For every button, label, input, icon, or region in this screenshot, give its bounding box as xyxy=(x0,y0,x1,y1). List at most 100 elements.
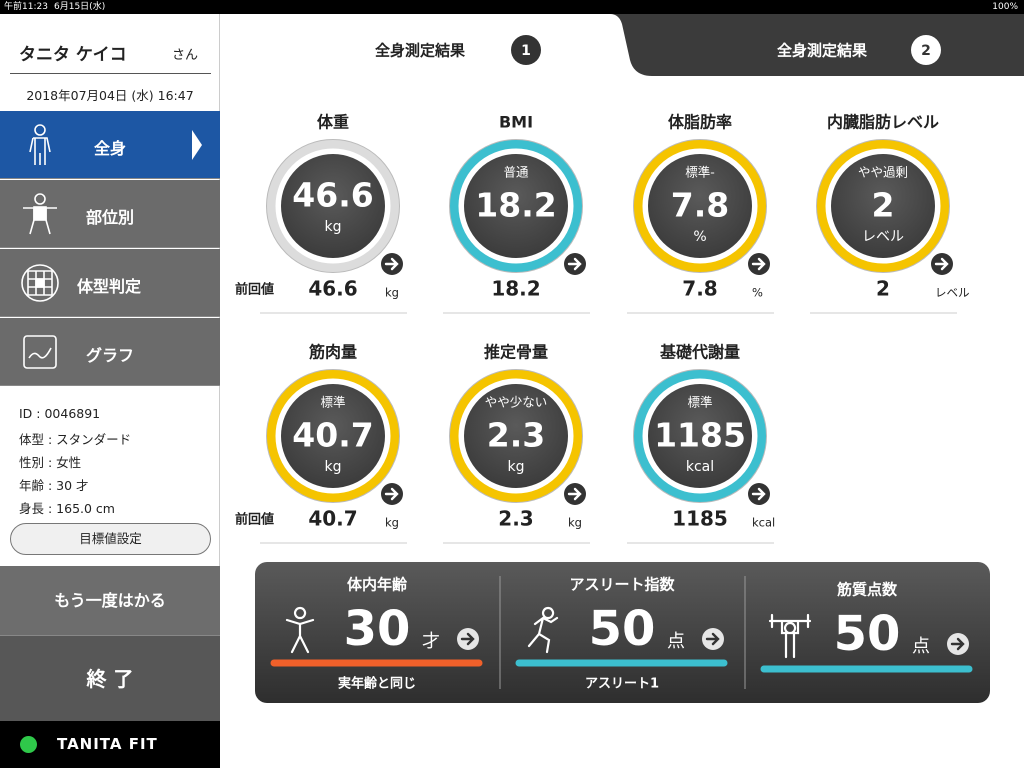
menu-item[interactable]: 全身 xyxy=(0,111,220,179)
score-unit: 点 xyxy=(667,631,685,652)
metric-face xyxy=(648,384,752,488)
metric-title: 体重 xyxy=(317,113,349,132)
profile-line: 性別 : 女性 xyxy=(19,455,82,470)
metric-face xyxy=(281,154,385,258)
metric-ring-edge xyxy=(633,139,767,273)
metric-value: 18.2 xyxy=(475,186,556,225)
metric-ring-edge xyxy=(633,369,767,503)
score-title: 筋質点数 xyxy=(836,581,898,599)
tab-number-badge xyxy=(511,35,541,65)
metric-unit: kg xyxy=(325,459,342,475)
status-battery: 100% xyxy=(992,2,1018,12)
previous-value: 1185 xyxy=(672,507,728,531)
arrow-glyph xyxy=(460,632,475,646)
metric-value: 7.8 xyxy=(671,186,729,225)
metric-face xyxy=(831,154,935,258)
score-value: 30 xyxy=(344,601,411,657)
detail-arrow[interactable] xyxy=(931,253,953,275)
score-unit: 才 xyxy=(422,631,440,652)
metric-value: 2 xyxy=(872,186,895,225)
brand: TANITA FIT xyxy=(57,735,158,753)
arrow-glyph xyxy=(751,257,766,271)
previous-value: 46.6 xyxy=(308,277,357,301)
previous-value: 7.8 xyxy=(682,277,717,301)
metric-ring-edge xyxy=(449,139,583,273)
profile-line: ID : 0046891 xyxy=(19,406,101,421)
metric-title: BMI xyxy=(499,113,533,132)
goal-button[interactable]: 目標値設定 xyxy=(10,523,211,555)
metric-ring-edge xyxy=(266,139,400,273)
detail-arrow[interactable] xyxy=(748,253,770,275)
menu-item[interactable]: 部位別 xyxy=(0,180,220,248)
metric-status: やや過剰 xyxy=(858,165,908,180)
metric-value: 1185 xyxy=(654,416,746,455)
arrow-glyph xyxy=(950,637,965,651)
metric-unit: kcal xyxy=(686,459,714,475)
metric-title: 内臓脂肪レベル xyxy=(827,113,939,132)
previous-value: 40.7 xyxy=(308,507,357,531)
metric-face xyxy=(464,384,568,488)
metric-title: 推定骨量 xyxy=(484,343,548,362)
metric-unit: % xyxy=(693,229,706,245)
detail-arrow[interactable] xyxy=(381,253,403,275)
metric-face xyxy=(648,154,752,258)
metric-title: 筋肉量 xyxy=(308,343,357,362)
score-icon xyxy=(768,613,812,659)
previous-value: 18.2 xyxy=(491,277,540,301)
previous-unit: kg xyxy=(568,516,582,530)
detail-arrow[interactable] xyxy=(748,483,770,505)
menu-label: 体型判定 xyxy=(77,277,142,296)
previous-label: 前回値 xyxy=(235,282,274,298)
metric-title: 体脂肪率 xyxy=(668,113,732,132)
metric-status: 標準 xyxy=(320,395,345,410)
menu-item[interactable]: 体型判定 xyxy=(0,249,220,317)
profile-line: 身長 : 165.0 cm xyxy=(19,501,115,516)
status-lamp xyxy=(20,736,37,753)
metric-status: 標準 xyxy=(687,395,712,410)
detail-arrow[interactable] xyxy=(564,253,586,275)
arrow-glyph xyxy=(705,632,720,646)
arrow-glyph xyxy=(751,487,766,501)
status-time: 午前11:23 xyxy=(4,2,48,12)
metric-value: 40.7 xyxy=(292,416,373,455)
metric-unit: kg xyxy=(508,459,525,475)
metric-ring-edge xyxy=(449,369,583,503)
score-unit: 点 xyxy=(912,636,930,657)
honorific: さん xyxy=(172,48,199,63)
previous-unit: % xyxy=(752,286,763,300)
score-value: 50 xyxy=(589,601,656,657)
selected-arrow xyxy=(192,130,202,160)
score-title: 体内年齢 xyxy=(347,576,408,594)
arrow-glyph xyxy=(934,257,949,271)
previous-label: 前回値 xyxy=(235,512,274,528)
tab-number: 2 xyxy=(921,43,931,59)
detail-arrow[interactable] xyxy=(381,483,403,505)
metric-status: 普通 xyxy=(503,165,529,180)
user-name: タニタ ケイコ xyxy=(19,45,127,65)
arrow-glyph xyxy=(567,257,582,271)
status-bar: 午前11:23 6月15日(水) 100% xyxy=(0,0,1024,14)
metric-status: 標準- xyxy=(685,165,715,180)
detail-arrow[interactable] xyxy=(702,628,724,650)
menu-item[interactable]: グラフ xyxy=(0,318,220,386)
metric-ring-edge xyxy=(266,369,400,503)
detail-arrow[interactable] xyxy=(564,483,586,505)
detail-arrow[interactable] xyxy=(457,628,479,650)
divider xyxy=(10,73,211,74)
previous-unit: kg xyxy=(385,286,399,300)
score-value: 50 xyxy=(834,606,901,662)
detail-arrow[interactable] xyxy=(947,633,969,655)
remeasure-button[interactable]: もう一度はかる xyxy=(0,566,220,635)
exit-button[interactable]: 終 了 xyxy=(0,635,220,721)
metric-value: 2.3 xyxy=(487,416,545,455)
score-icon xyxy=(527,606,559,654)
score-title: アスリート指数 xyxy=(569,576,675,594)
tab-label: 全身測定結果 xyxy=(777,42,868,60)
score-caption: アスリート1 xyxy=(585,677,659,692)
previous-unit: kcal xyxy=(752,516,775,530)
metric-face xyxy=(281,384,385,488)
tab-label: 全身測定結果 xyxy=(375,42,466,60)
menu-label: 部位別 xyxy=(86,208,135,227)
main-panel: 全身測定結果 1 全身測定結果 2 体重 46.6 kg 前回値 46.6 kg BMI 普通 18.2… xyxy=(220,14,1024,768)
